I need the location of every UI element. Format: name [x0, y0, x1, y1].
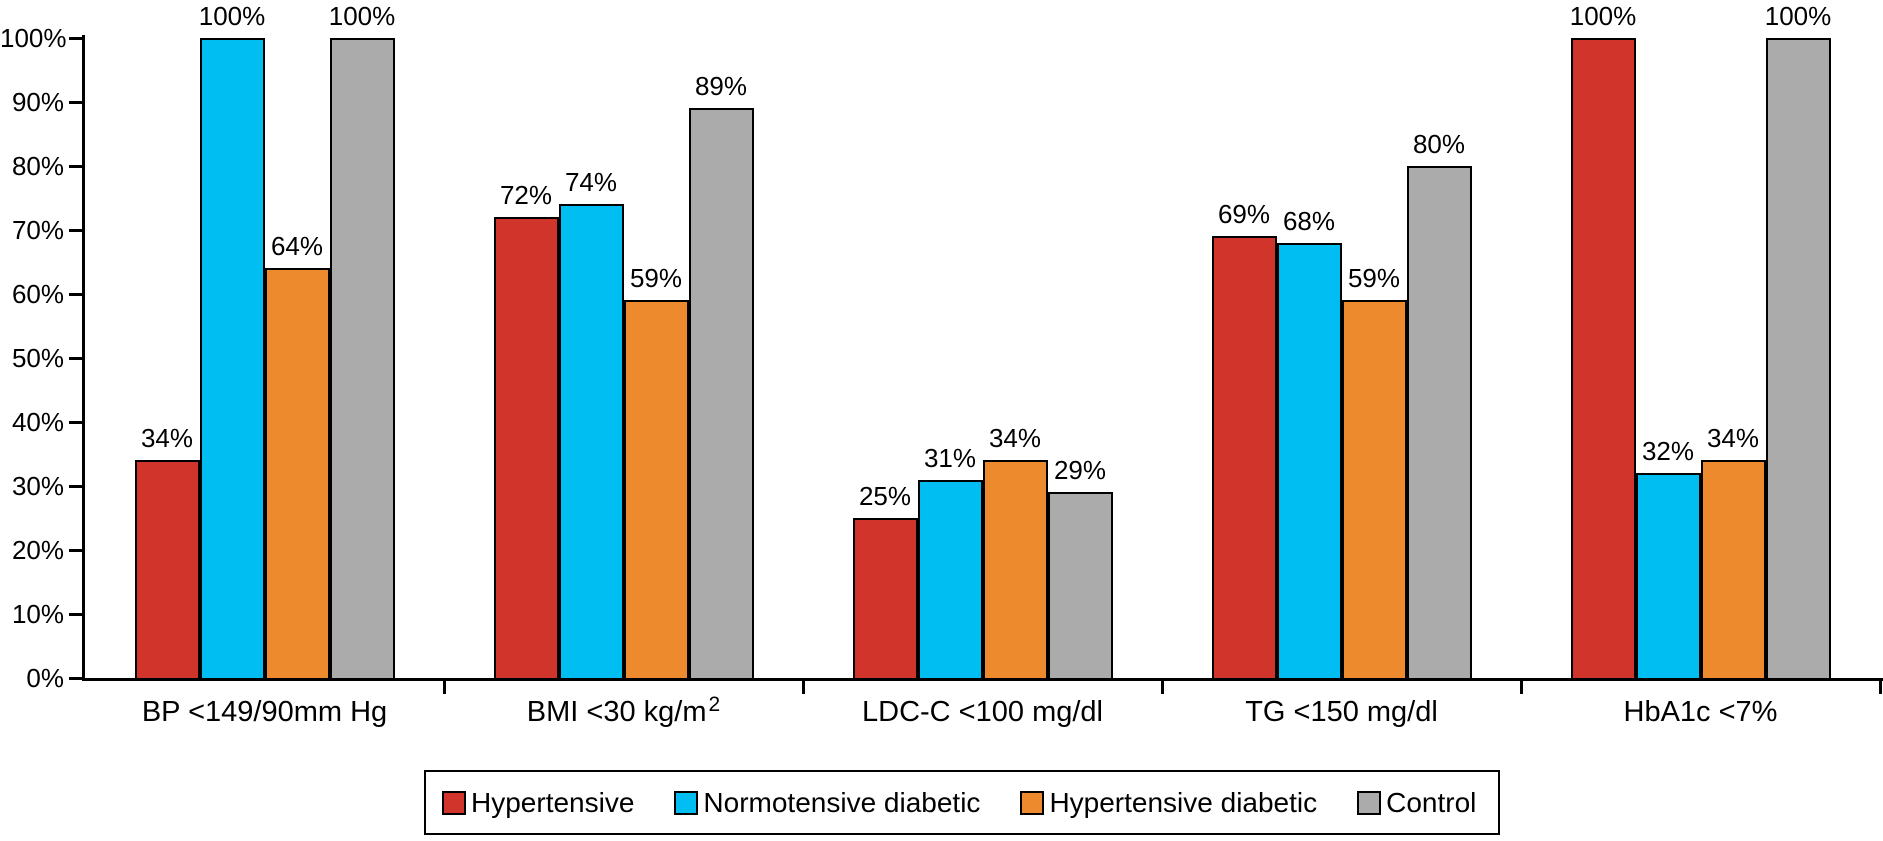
bar-hypertensive-diabetic — [982, 460, 1048, 680]
y-axis-tick-label: 0% — [26, 663, 64, 693]
bar-value-label: 59% — [1347, 263, 1401, 294]
bar-value-label: 31% — [923, 442, 977, 473]
y-axis-tick — [69, 613, 82, 616]
y-axis-tick-label: 60% — [11, 279, 64, 309]
chart-legend: Hypertensive Normotensive diabetic Hyperte… — [424, 770, 1501, 835]
y-axis-tick — [69, 229, 82, 232]
bar-hypertensive — [493, 217, 559, 680]
y-axis-tick — [69, 485, 82, 488]
x-axis-tick — [1161, 679, 1164, 694]
legend-label: Hypertensive diabetic — [1049, 786, 1318, 818]
bar-value-label: 100% — [1569, 1, 1637, 31]
bar-value-label: 34% — [1706, 423, 1760, 454]
y-axis-tick — [69, 37, 82, 40]
bar-hypertensive-diabetic — [264, 268, 330, 680]
bar-hypertensive-diabetic — [623, 300, 689, 680]
x-axis-category-label: HbA1c <7% — [1521, 694, 1880, 730]
bar-value-label: 89% — [694, 71, 748, 102]
bar-hypertensive — [852, 518, 918, 680]
category-label-text: BMI <30 kg/m — [526, 696, 707, 728]
category-label-text: BP <149/90mm Hg — [141, 696, 388, 728]
legend-swatch-icon — [674, 790, 699, 815]
bar-value-label: 68% — [1282, 205, 1336, 236]
bar-normotensive-diabetic — [1276, 242, 1342, 680]
legend-item-normotensive-diabetic: Normotensive diabetic — [674, 787, 980, 819]
bar-hypertensive — [1570, 38, 1636, 680]
bar-value-label: 29% — [1053, 455, 1107, 486]
y-axis-tick — [69, 165, 82, 168]
x-axis-category-label: LDC-C <100 mg/dl — [803, 694, 1162, 730]
bar-normotensive-diabetic — [558, 204, 624, 680]
legend-label: Normotensive diabetic — [703, 786, 981, 818]
legend-label: Control — [1386, 786, 1477, 818]
legend-swatch-icon — [442, 790, 466, 815]
x-axis-category-label: BMI <30 kg/m2 — [444, 694, 803, 730]
y-axis-tick-label: 10% — [11, 599, 64, 629]
legend-swatch-icon — [1020, 790, 1045, 815]
bar-value-label: 100% — [1764, 1, 1832, 31]
y-axis-tick — [69, 549, 82, 552]
bar-hypertensive-diabetic — [1341, 300, 1407, 680]
bar-value-label: 100% — [198, 1, 266, 31]
y-axis-tick-label: 30% — [11, 471, 64, 501]
legend-swatch-icon — [1357, 790, 1382, 815]
bar-value-label: 100% — [328, 1, 396, 31]
bar-value-label: 74% — [564, 167, 618, 198]
bar-control — [1406, 166, 1472, 680]
legend-item-hypertensive-diabetic: Hypertensive diabetic — [1020, 787, 1317, 819]
y-axis-tick-label: 100% — [0, 23, 67, 53]
bar-control — [1047, 492, 1113, 680]
legend-label: Hypertensive — [471, 786, 635, 818]
bar-normotensive-diabetic — [199, 38, 265, 680]
category-label-text: LDC-C <100 mg/dl — [862, 696, 1103, 728]
y-axis-tick — [69, 101, 82, 104]
bar-value-label: 59% — [629, 263, 683, 294]
bar-value-label: 69% — [1217, 199, 1271, 230]
x-axis-tick — [1879, 679, 1882, 694]
category-label-text: TG <150 mg/dl — [1245, 696, 1438, 728]
y-axis-tick-label: 90% — [11, 87, 64, 117]
bar-hypertensive — [134, 460, 200, 680]
bar-control — [1765, 38, 1831, 680]
y-axis-tick — [69, 293, 82, 296]
bar-normotensive-diabetic — [1635, 473, 1701, 680]
bar-value-label: 80% — [1412, 129, 1466, 159]
y-axis-line — [82, 35, 85, 681]
x-axis-tick — [802, 679, 805, 694]
bar-control — [688, 108, 754, 680]
bar-value-label: 34% — [140, 423, 194, 454]
y-axis-tick-label: 50% — [11, 343, 64, 373]
x-axis-tick — [443, 679, 446, 694]
y-axis-tick — [69, 357, 82, 360]
x-axis-category-label: BP <149/90mm Hg — [85, 694, 444, 730]
legend-item-control: Control — [1357, 787, 1476, 819]
x-axis-category-label: TG <150 mg/dl — [1162, 694, 1521, 730]
x-axis-tick — [1520, 679, 1523, 694]
y-axis-tick — [69, 677, 82, 680]
y-axis-tick-label: 80% — [11, 151, 64, 181]
bar-value-label: 72% — [499, 180, 553, 211]
y-axis-tick-label: 40% — [11, 407, 64, 437]
category-label-text: HbA1c <7% — [1623, 696, 1778, 728]
y-axis-tick-label: 20% — [11, 535, 64, 565]
bar-value-label: 34% — [988, 423, 1042, 454]
bar-hypertensive — [1211, 236, 1277, 680]
bar-normotensive-diabetic — [917, 479, 983, 680]
y-axis-tick — [69, 421, 82, 424]
bar-control — [329, 38, 395, 680]
legend-item-hypertensive: Hypertensive — [442, 787, 634, 819]
y-axis-tick-label: 70% — [11, 215, 64, 245]
bar-value-label: 25% — [858, 481, 912, 511]
bar-value-label: 64% — [270, 231, 324, 262]
bar-hypertensive-diabetic — [1700, 460, 1766, 680]
bar-value-label: 32% — [1641, 436, 1695, 467]
category-label-superscript: 2 — [708, 693, 721, 716]
